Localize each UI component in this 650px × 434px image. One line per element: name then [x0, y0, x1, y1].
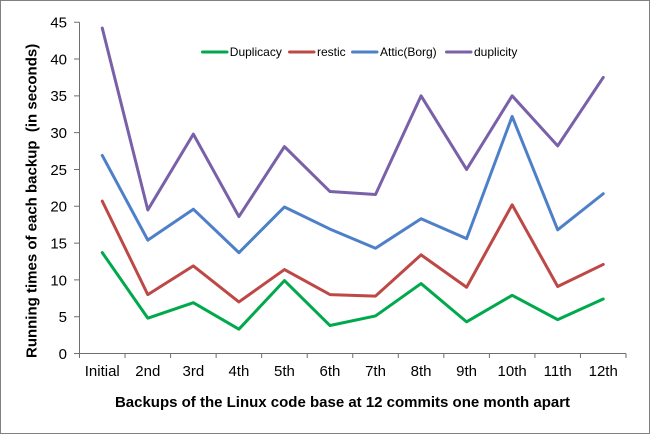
svg-text:restic: restic [317, 45, 346, 59]
svg-text:4th: 4th [228, 363, 249, 380]
svg-text:30: 30 [50, 125, 67, 142]
svg-text:5th: 5th [274, 363, 295, 380]
svg-text:45: 45 [50, 15, 67, 32]
svg-text:Initial: Initial [85, 363, 120, 380]
svg-text:10th: 10th [498, 363, 527, 380]
svg-text:35: 35 [50, 88, 67, 105]
svg-text:11th: 11th [544, 363, 572, 380]
svg-text:5: 5 [59, 309, 67, 326]
svg-text:Running times of each backup: Running times of each backup (in seconds… [23, 44, 40, 358]
svg-text:20: 20 [50, 199, 67, 216]
svg-text:9th: 9th [456, 363, 477, 380]
svg-text:7th: 7th [365, 363, 386, 380]
svg-text:Attic(Borg): Attic(Borg) [380, 45, 437, 59]
svg-text:25: 25 [50, 162, 67, 179]
svg-text:Duplicacy: Duplicacy [230, 45, 282, 59]
svg-text:2nd: 2nd [135, 363, 160, 380]
svg-text:0: 0 [59, 346, 67, 363]
svg-text:40: 40 [50, 51, 67, 68]
svg-text:10: 10 [50, 272, 67, 289]
svg-text:duplicity: duplicity [474, 45, 517, 59]
svg-text:6th: 6th [320, 363, 341, 380]
svg-text:8th: 8th [411, 363, 432, 380]
svg-text:15: 15 [50, 236, 67, 253]
svg-text:Backups of the Linux code base: Backups of the Linux code base at 12 com… [115, 394, 570, 411]
svg-text:3rd: 3rd [183, 363, 205, 380]
svg-text:12th: 12th [589, 363, 618, 380]
